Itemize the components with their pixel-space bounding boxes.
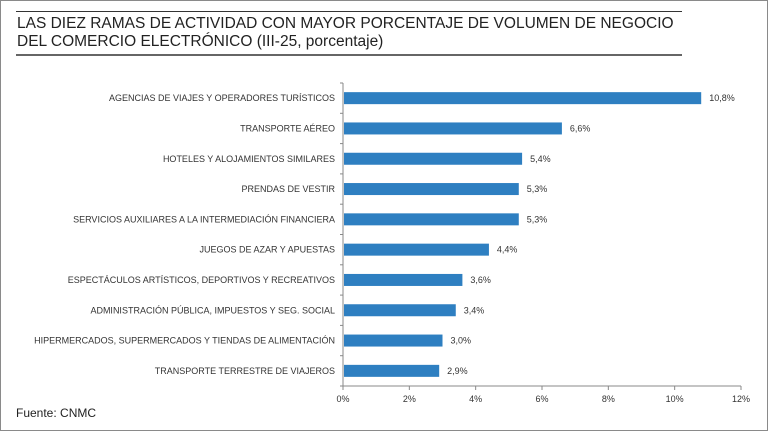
bar [344, 364, 440, 377]
category-label: AGENCIAS DE VIAJES Y OPERADORES TURÍSTIC… [109, 93, 335, 103]
category-label: HOTELES Y ALOJAMIENTOS SIMILARES [163, 154, 335, 164]
title-line-2: DEL COMERCIO ELECTRÓNICO (III-25, porcen… [17, 33, 384, 50]
title-line-1: LAS DIEZ RAMAS DE ACTIVIDAD CON MAYOR PO… [17, 15, 674, 32]
x-tick-label: 8% [602, 394, 615, 404]
value-label: 10,8% [709, 93, 735, 103]
bar [344, 152, 523, 165]
x-tick-label: 6% [535, 394, 548, 404]
category-label: PRENDAS DE VESTIR [241, 184, 335, 194]
x-tick-label: 12% [732, 394, 750, 404]
category-label: ADMINISTRACIÓN PÚBLICA, IMPUESTOS Y SEG.… [90, 305, 335, 315]
x-tick-label: 10% [666, 394, 684, 404]
category-label: ESPECTÁCULOS ARTÍSTICOS, DEPORTIVOS Y RE… [68, 275, 335, 285]
bar [344, 334, 443, 347]
source-note: Fuente: CNMC [16, 406, 97, 420]
category-label: HIPERMERCADOS, SUPERMERCADOS Y TIENDAS D… [34, 336, 335, 346]
value-label: 5,3% [527, 184, 548, 194]
bar [344, 122, 562, 135]
category-label: TRANSPORTE AÉREO [240, 123, 335, 133]
bar [344, 183, 519, 196]
x-tick-label: 2% [403, 394, 416, 404]
value-label: 5,4% [530, 154, 551, 164]
value-label: 3,0% [451, 336, 472, 346]
x-tick-label: 4% [469, 394, 482, 404]
bar [344, 213, 519, 226]
bar [344, 243, 489, 256]
value-label: 6,6% [570, 123, 591, 133]
category-label: TRANSPORTE TERRESTRE DE VIAJEROS [155, 366, 335, 376]
value-label: 2,9% [447, 366, 468, 376]
bar [344, 304, 456, 317]
bar [344, 92, 702, 105]
value-label: 3,6% [470, 275, 491, 285]
x-tick-label: 0% [336, 394, 349, 404]
value-label: 3,4% [464, 305, 485, 315]
bar [344, 273, 463, 286]
value-label: 4,4% [497, 245, 518, 255]
category-label: JUEGOS DE AZAR Y APUESTAS [199, 245, 335, 255]
category-label: SERVICIOS AUXILIARES A LA INTERMEDIACIÓN… [73, 214, 335, 224]
chart-title: LAS DIEZ RAMAS DE ACTIVIDAD CON MAYOR PO… [16, 11, 682, 56]
value-label: 5,3% [527, 214, 548, 224]
